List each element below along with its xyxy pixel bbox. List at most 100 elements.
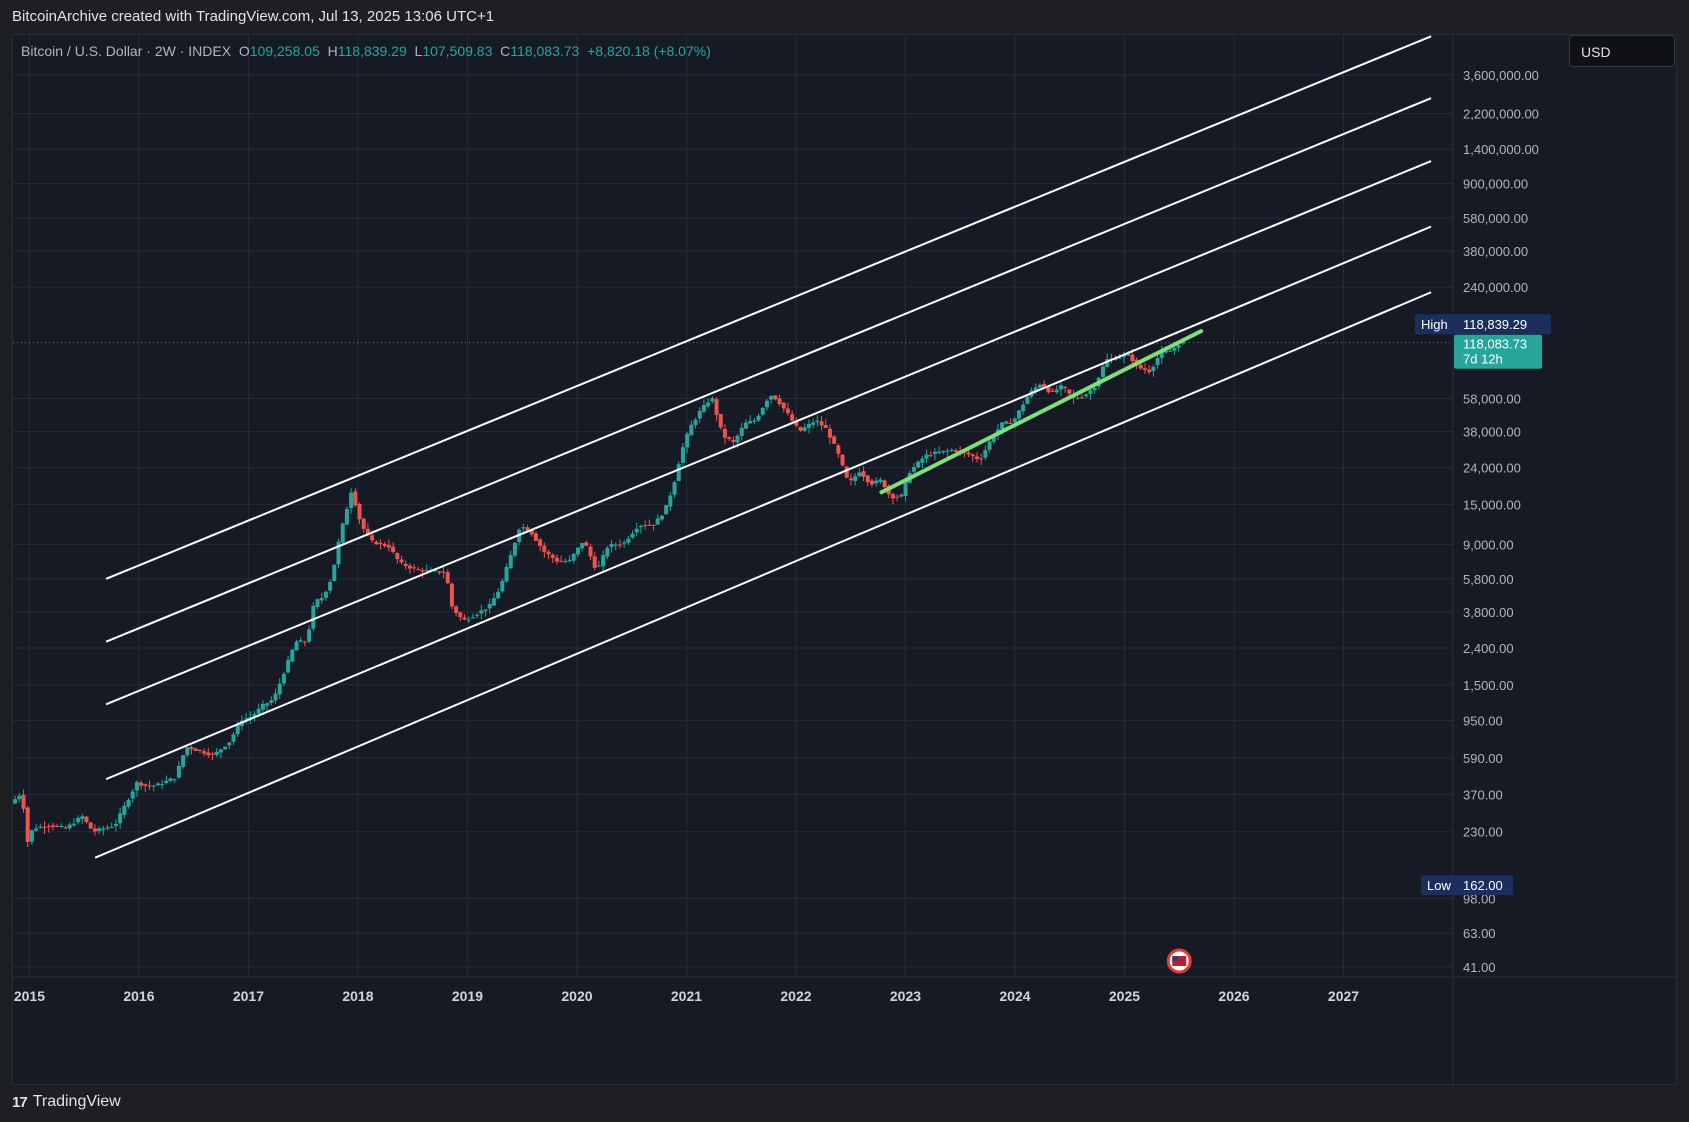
candle-body: [932, 451, 937, 455]
x-tick-label: 2016: [123, 988, 154, 1004]
candle-body: [63, 827, 68, 829]
candle-body: [487, 603, 492, 609]
candle-body: [773, 395, 778, 400]
symbol-legend: Bitcoin / U.S. Dollar · 2W · INDEX O109,…: [21, 43, 711, 59]
candle-body: [945, 450, 950, 452]
chart-panel[interactable]: 3,600,000.00 2,200,000.00 1,400,000.00 900,…: [12, 34, 1677, 1085]
price-chart[interactable]: 3,600,000.00 2,200,000.00 1,400,000.00 900,…: [13, 35, 1676, 1084]
candle-body: [437, 571, 442, 573]
open-label: O: [238, 43, 250, 59]
candle-body: [105, 827, 110, 829]
candle-body: [1155, 358, 1160, 366]
candle-body: [1046, 387, 1051, 393]
candle-body: [231, 734, 236, 742]
candle-body: [130, 791, 135, 799]
candle-body: [118, 813, 123, 824]
candle-body: [206, 752, 211, 756]
candle-body: [1159, 351, 1164, 359]
y-tick-label: 2,400.00: [1463, 641, 1514, 656]
candle-body: [42, 826, 47, 828]
candle-body: [1126, 353, 1131, 356]
candle-body: [899, 494, 904, 497]
x-tick-label: 2026: [1218, 988, 1249, 1004]
high-value: 118,839.29: [337, 43, 407, 59]
candle-body: [122, 805, 127, 815]
candle-body: [46, 826, 51, 828]
y-tick-label: 230.00: [1463, 825, 1503, 840]
candle-body: [739, 427, 744, 436]
candle-body: [185, 747, 190, 756]
candle-body: [155, 783, 160, 786]
y-tick-label: 2,200,000.00: [1463, 107, 1539, 122]
candle-body: [109, 826, 114, 828]
candle-body: [752, 420, 757, 422]
y-tick-label: 3,600,000.00: [1463, 68, 1539, 83]
candle-body: [512, 542, 517, 556]
candle-body: [433, 570, 438, 572]
x-tick-label: 2019: [452, 988, 483, 1004]
candle-body: [920, 458, 925, 463]
symbol-name[interactable]: Bitcoin / U.S. Dollar · 2W · INDEX: [21, 43, 232, 59]
candle-body: [416, 569, 421, 571]
candle-body: [101, 828, 106, 830]
candle-body: [617, 544, 622, 546]
candle-body: [554, 557, 559, 562]
candle-body: [172, 778, 177, 780]
brand-footer: 17 TradingView: [12, 1090, 121, 1114]
candle-body: [1004, 421, 1009, 424]
candle-body: [790, 414, 795, 421]
y-tick-label: 98.00: [1463, 892, 1496, 907]
candle-body: [794, 420, 799, 426]
candle-body: [1025, 396, 1030, 404]
channel-line: [105, 225, 1432, 781]
candle-body: [815, 420, 820, 422]
candle-body: [420, 570, 425, 572]
high-marker-label: High: [1421, 317, 1448, 332]
candle-body: [983, 450, 988, 458]
candle-body: [176, 765, 181, 778]
candle-body: [785, 408, 790, 414]
candle-body: [504, 567, 509, 582]
candle-body: [286, 659, 291, 673]
candle-body: [1084, 394, 1089, 397]
candle-body: [197, 749, 202, 751]
candle-body: [567, 559, 572, 562]
candle-body: [1092, 387, 1097, 391]
candle-body: [857, 472, 862, 477]
x-tick-label: 2025: [1109, 988, 1140, 1004]
candle-body: [202, 751, 207, 754]
candle-body: [1100, 366, 1105, 378]
candle-body: [84, 816, 89, 823]
candle-body: [302, 641, 307, 643]
open-value: 109,258.05: [249, 43, 320, 59]
candle-body: [1042, 383, 1047, 388]
currency-button[interactable]: USD: [1569, 35, 1675, 67]
candle-body: [668, 495, 673, 507]
y-tick-label: 9,000.00: [1463, 537, 1514, 552]
channel-line: [105, 97, 1432, 643]
candle-body: [1142, 368, 1147, 370]
candle-body: [17, 795, 22, 800]
x-tick-label: 2027: [1328, 988, 1359, 1004]
candle-body: [802, 427, 807, 431]
candle-body: [139, 782, 144, 786]
candle-body: [882, 480, 887, 488]
candle-body: [34, 828, 39, 831]
candle-body: [769, 395, 774, 400]
candle-body: [143, 784, 148, 786]
y-tick-label: 24,000.00: [1463, 461, 1521, 476]
candle-body: [924, 454, 929, 459]
candle-body: [643, 525, 648, 527]
candle-body: [466, 619, 471, 621]
candle-body: [1163, 350, 1168, 353]
candle-body: [290, 649, 295, 662]
candle-body: [823, 425, 828, 429]
change-value: +8,820.18 (+8.07%): [587, 43, 711, 59]
candle-body: [1058, 385, 1063, 390]
candle-body: [697, 410, 702, 419]
y-tick-label: 15,000.00: [1463, 497, 1521, 512]
candle-body: [1151, 366, 1156, 372]
candle-body: [605, 547, 610, 557]
candle-body: [529, 530, 534, 535]
candle-body: [160, 784, 165, 786]
